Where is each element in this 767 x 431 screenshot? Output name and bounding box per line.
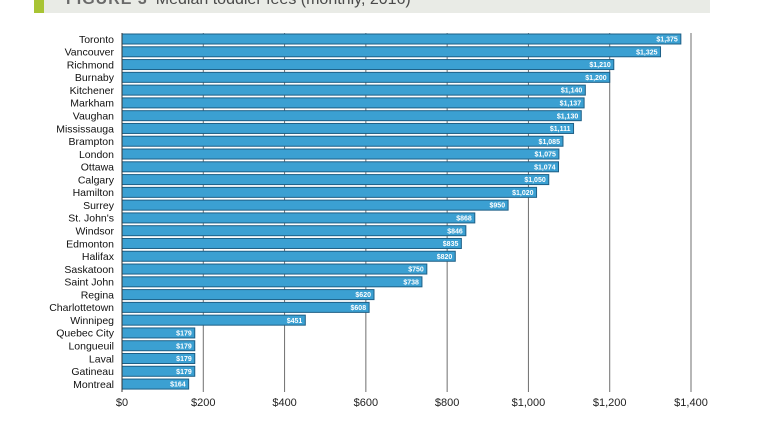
bar bbox=[121, 314, 306, 326]
category-label: Charlottetown bbox=[49, 302, 114, 314]
bar bbox=[121, 301, 370, 313]
x-tick-label: $200 bbox=[191, 397, 215, 409]
bar bbox=[121, 263, 428, 275]
header-accent-bar bbox=[34, 0, 44, 13]
x-tick-label: $1,200 bbox=[593, 397, 627, 409]
chart-title: Median toddler fees (monthly, 2016) bbox=[156, 0, 411, 8]
category-label: Hamilton bbox=[73, 187, 115, 199]
bar bbox=[121, 148, 560, 160]
category-label: Montreal bbox=[73, 379, 114, 391]
value-label: $1,375 bbox=[656, 37, 678, 44]
bar bbox=[121, 237, 462, 249]
bar bbox=[121, 122, 575, 134]
category-label: Vaughan bbox=[73, 110, 114, 122]
bar bbox=[121, 250, 456, 262]
bar bbox=[121, 97, 585, 109]
x-tick-label: $400 bbox=[272, 397, 296, 409]
figure-label: FIGURE 3 bbox=[66, 0, 148, 8]
value-label: $1,325 bbox=[636, 49, 658, 56]
value-label: $1,050 bbox=[524, 177, 546, 184]
category-label: Vancouver bbox=[65, 47, 115, 59]
value-label: $608 bbox=[351, 305, 367, 312]
bar bbox=[121, 135, 564, 147]
bar bbox=[121, 212, 476, 224]
category-label: Laval bbox=[89, 353, 114, 365]
bar bbox=[121, 33, 682, 45]
value-label: $179 bbox=[176, 331, 192, 338]
value-label: $1,140 bbox=[561, 88, 583, 95]
value-label: $1,210 bbox=[589, 62, 611, 69]
x-tick-label: $600 bbox=[354, 397, 378, 409]
value-label: $1,075 bbox=[534, 152, 556, 159]
figure-header: FIGURE 3 Median toddler fees (monthly, 20… bbox=[34, 0, 710, 13]
value-label: $179 bbox=[176, 369, 192, 376]
category-label: Mississauga bbox=[56, 123, 114, 135]
bar bbox=[121, 59, 615, 71]
category-label: Gatineau bbox=[71, 366, 114, 378]
value-label: $164 bbox=[170, 382, 186, 389]
value-label: $820 bbox=[437, 254, 453, 261]
value-label: $1,074 bbox=[534, 164, 556, 171]
bar bbox=[121, 71, 611, 83]
category-label: Longueuil bbox=[68, 341, 114, 353]
category-label: Halifax bbox=[82, 251, 115, 263]
bar bbox=[121, 225, 467, 237]
value-label: $179 bbox=[176, 343, 192, 350]
value-label: $1,085 bbox=[539, 139, 561, 146]
value-label: $1,111 bbox=[550, 126, 571, 133]
value-label: $1,200 bbox=[585, 75, 607, 82]
bar bbox=[121, 276, 423, 288]
value-label: $846 bbox=[447, 228, 463, 235]
value-label: $835 bbox=[443, 241, 459, 248]
category-label: Regina bbox=[81, 289, 114, 301]
bar bbox=[121, 161, 560, 173]
value-label: $868 bbox=[456, 216, 472, 223]
value-label: $1,020 bbox=[512, 190, 534, 197]
category-label: London bbox=[79, 149, 114, 161]
x-tick-label: $0 bbox=[116, 397, 128, 409]
category-label: Ottawa bbox=[81, 162, 114, 174]
x-tick-label: $800 bbox=[435, 397, 459, 409]
bar bbox=[121, 289, 375, 301]
category-label: Markham bbox=[70, 98, 114, 110]
bar bbox=[121, 110, 582, 122]
category-label: Kitchener bbox=[70, 85, 115, 97]
category-label: Toronto bbox=[79, 34, 114, 46]
category-label: Saint John bbox=[64, 277, 114, 289]
category-label: Surrey bbox=[83, 200, 115, 212]
value-label: $738 bbox=[403, 279, 419, 286]
bar bbox=[121, 46, 662, 58]
value-label: $620 bbox=[355, 292, 371, 299]
category-label: Calgary bbox=[78, 174, 115, 186]
value-label: $750 bbox=[408, 267, 424, 274]
category-label: Windsor bbox=[75, 226, 114, 238]
bar bbox=[121, 174, 550, 186]
category-label: St. John's bbox=[68, 213, 114, 225]
x-axis: $0 $200 $400 $600 $800 $1,000 $1,200 $1,400 bbox=[116, 33, 708, 409]
x-tick-label: $1,400 bbox=[674, 397, 708, 409]
category-label: Winnipeg bbox=[70, 315, 114, 327]
value-label: $179 bbox=[176, 356, 192, 363]
value-label: $950 bbox=[490, 203, 506, 210]
category-label: Edmonton bbox=[66, 238, 114, 250]
category-label: Burnaby bbox=[75, 72, 115, 84]
value-label: $1,130 bbox=[557, 113, 579, 120]
value-label: $1,137 bbox=[560, 101, 582, 108]
bar bbox=[121, 186, 538, 198]
bar bbox=[121, 84, 586, 96]
bar bbox=[121, 199, 509, 211]
bars: Toronto $1,375 Vancouver $1,325 Richmond $1,2… bbox=[49, 33, 682, 391]
category-label: Brampton bbox=[68, 136, 114, 148]
x-tick-label: $1,000 bbox=[512, 397, 546, 409]
value-label: $451 bbox=[287, 318, 303, 325]
category-label: Quebec City bbox=[56, 328, 115, 340]
figure-heading: FIGURE 3 Median toddler fees (monthly, 20… bbox=[66, 0, 411, 9]
category-label: Saskatoon bbox=[64, 264, 114, 276]
category-label: Richmond bbox=[67, 59, 114, 71]
